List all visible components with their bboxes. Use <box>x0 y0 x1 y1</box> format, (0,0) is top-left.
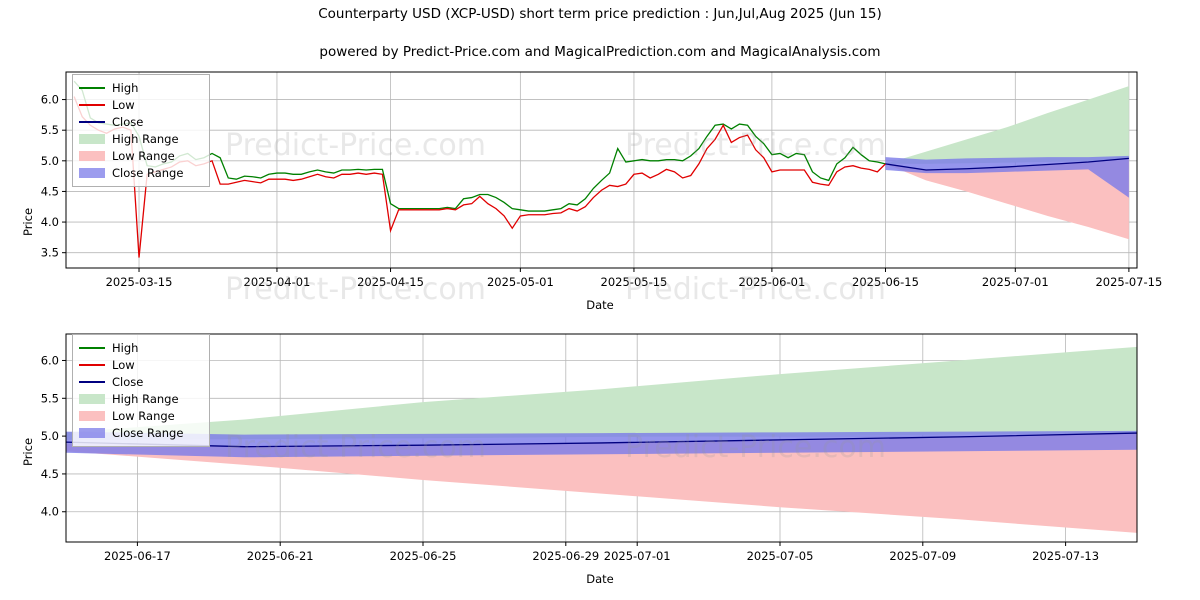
svg-text:6.0: 6.0 <box>41 93 59 107</box>
top-chart-legend: High Low Close High Range Low Range Close Ran… <box>72 74 210 187</box>
svg-text:2025-04-01: 2025-04-01 <box>244 275 311 289</box>
legend-item-high-range: High Range <box>79 390 203 407</box>
svg-text:3.5: 3.5 <box>41 246 59 260</box>
legend-label: Close Range <box>112 425 184 440</box>
svg-text:2025-06-29: 2025-06-29 <box>532 549 599 563</box>
svg-text:4.5: 4.5 <box>41 184 59 198</box>
svg-text:5.5: 5.5 <box>41 391 59 405</box>
svg-text:4.0: 4.0 <box>41 215 59 229</box>
legend-swatch-icon <box>79 393 105 404</box>
svg-text:2025-04-15: 2025-04-15 <box>357 275 424 289</box>
top-y-axis-label: Price <box>21 207 35 237</box>
legend-label: High Range <box>112 391 179 406</box>
svg-text:2025-06-01: 2025-06-01 <box>738 275 805 289</box>
legend-swatch-icon <box>79 82 105 93</box>
legend-swatch-icon <box>79 342 105 353</box>
legend-item-high-range: High Range <box>79 130 203 147</box>
legend-swatch-icon <box>79 376 105 387</box>
svg-text:2025-05-15: 2025-05-15 <box>601 275 668 289</box>
svg-text:2025-06-21: 2025-06-21 <box>247 549 314 563</box>
legend-label: Low Range <box>112 408 175 423</box>
legend-label: High <box>112 340 139 355</box>
legend-item-close-range: Close Range <box>79 424 203 441</box>
legend-label: High <box>112 80 139 95</box>
legend-swatch-icon <box>79 167 105 178</box>
svg-text:4.5: 4.5 <box>41 467 59 481</box>
svg-text:2025-07-15: 2025-07-15 <box>1095 275 1162 289</box>
legend-label: High Range <box>112 131 179 146</box>
legend-swatch-icon <box>79 133 105 144</box>
legend-item-low: Low <box>79 96 203 113</box>
legend-label: Close Range <box>112 165 184 180</box>
bottom-chart-canvas: 4.0 4.5 5.0 5.5 6.0 2025-06-17 2025-06-21 2025-… <box>41 333 1138 563</box>
legend-item-low: Low <box>79 356 203 373</box>
bottom-chart-legend: High Low Close High Range Low Range Close Ran… <box>72 334 210 447</box>
svg-text:4.0: 4.0 <box>41 505 59 519</box>
svg-text:2025-06-17: 2025-06-17 <box>104 549 171 563</box>
svg-text:2025-07-13: 2025-07-13 <box>1032 549 1099 563</box>
legend-swatch-icon <box>79 99 105 110</box>
legend-label: Low Range <box>112 148 175 163</box>
svg-text:5.0: 5.0 <box>41 154 59 168</box>
legend-label: Close <box>112 114 144 129</box>
page-subtitle: powered by Predict-Price.com and Magical… <box>319 44 881 60</box>
svg-text:2025-07-09: 2025-07-09 <box>889 549 956 563</box>
legend-label: Close <box>112 374 144 389</box>
svg-text:2025-07-05: 2025-07-05 <box>747 549 814 563</box>
svg-text:2025-05-01: 2025-05-01 <box>487 275 554 289</box>
svg-text:2025-07-01: 2025-07-01 <box>604 549 671 563</box>
svg-text:2025-07-01: 2025-07-01 <box>982 275 1049 289</box>
svg-text:5.0: 5.0 <box>41 429 59 443</box>
svg-text:2025-03-15: 2025-03-15 <box>106 275 173 289</box>
svg-text:6.0: 6.0 <box>41 353 59 367</box>
svg-text:2025-06-25: 2025-06-25 <box>390 549 457 563</box>
top-x-axis-label: Date <box>586 298 614 312</box>
page-title: Counterparty USD (XCP-USD) short term pr… <box>318 6 882 22</box>
legend-label: Low <box>112 97 135 112</box>
legend-item-close: Close <box>79 113 203 130</box>
legend-item-low-range: Low Range <box>79 407 203 424</box>
legend-item-close-range: Close Range <box>79 164 203 181</box>
legend-item-close: Close <box>79 373 203 390</box>
bottom-x-axis-label: Date <box>586 572 614 586</box>
legend-label: Low <box>112 357 135 372</box>
legend-swatch-icon <box>79 359 105 370</box>
legend-item-high: High <box>79 339 203 356</box>
svg-text:5.5: 5.5 <box>41 123 59 137</box>
svg-text:2025-06-15: 2025-06-15 <box>852 275 919 289</box>
bottom-chart-panel: 4.0 4.5 5.0 5.5 6.0 2025-06-17 2025-06-21 2025-… <box>0 320 1200 600</box>
top-chart-panel: 3.5 4.0 4.5 5.0 5.5 6.0 2025-03-15 2025-04-01 20… <box>0 60 1200 312</box>
legend-swatch-icon <box>79 116 105 127</box>
legend-swatch-icon <box>79 410 105 421</box>
legend-item-high: High <box>79 79 203 96</box>
legend-swatch-icon <box>79 427 105 438</box>
bottom-y-axis-label: Price <box>21 437 35 467</box>
legend-item-low-range: Low Range <box>79 147 203 164</box>
legend-swatch-icon <box>79 150 105 161</box>
